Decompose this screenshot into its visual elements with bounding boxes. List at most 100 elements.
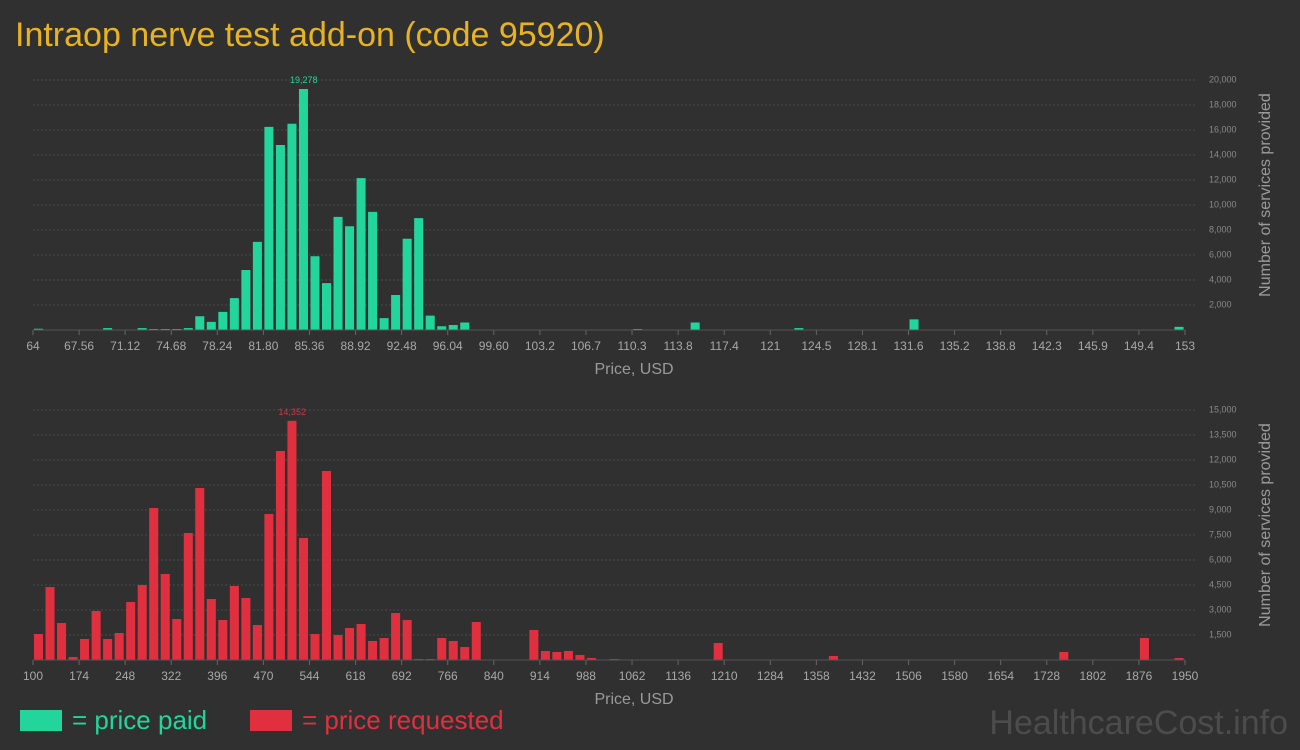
- x-tick-label: 840: [484, 669, 504, 683]
- x-tick-label: 1950: [1172, 669, 1199, 683]
- bar: [529, 630, 539, 660]
- bar: [586, 658, 596, 660]
- bar: [540, 651, 550, 660]
- x-tick-label: 128.1: [847, 339, 877, 353]
- bar: [137, 328, 147, 330]
- watermark: HealthcareCost.info: [989, 704, 1288, 742]
- x-tick-label: 78.24: [202, 339, 232, 353]
- x-tick-label: 71.12: [110, 339, 140, 353]
- y-tick-label: 8,000: [1209, 224, 1232, 234]
- x-tick-label: 149.4: [1124, 339, 1154, 353]
- bar: [252, 241, 262, 330]
- bar: [1139, 638, 1149, 660]
- bar: [103, 639, 113, 660]
- bar: [713, 643, 723, 660]
- bar: [57, 623, 67, 660]
- bar: [333, 216, 343, 330]
- bar: [264, 126, 274, 330]
- bar: [183, 533, 193, 660]
- y-tick-label: 7,500: [1209, 529, 1232, 539]
- x-tick-label: 1062: [619, 669, 646, 683]
- x-tick-label: 1284: [757, 669, 784, 683]
- bar: [322, 471, 332, 660]
- bar: [206, 599, 216, 660]
- x-tick-label: 110.3: [617, 339, 646, 353]
- bar: [379, 638, 389, 660]
- bar: [264, 514, 274, 660]
- x-tick-label: 1654: [987, 669, 1014, 683]
- x-tick-label: 74.68: [156, 339, 186, 353]
- x-tick-label: 145.9: [1078, 339, 1108, 353]
- bar: [126, 602, 136, 660]
- legend-label: = price requested: [302, 705, 504, 735]
- x-tick-label: 99.60: [479, 339, 509, 353]
- x-tick-label: 100: [23, 669, 43, 683]
- bar: [402, 620, 412, 660]
- x-tick-label: 1358: [803, 669, 830, 683]
- bar: [391, 295, 401, 330]
- bar: [103, 328, 113, 330]
- y-axis-title: Number of services provided: [1257, 93, 1274, 297]
- y-tick-label: 4,000: [1209, 274, 1232, 284]
- y-tick-label: 1,500: [1209, 629, 1232, 639]
- bar: [195, 316, 205, 330]
- bar: [794, 328, 804, 330]
- bar: [34, 634, 44, 660]
- bar: [391, 613, 401, 660]
- y-tick-label: 16,000: [1209, 124, 1237, 134]
- y-tick-label: 4,500: [1209, 579, 1232, 589]
- x-tick-label: 117.4: [710, 339, 739, 353]
- x-tick-label: 1506: [895, 669, 922, 683]
- x-tick-label: 692: [392, 669, 412, 683]
- x-tick-label: 81.80: [248, 339, 278, 353]
- x-tick-label: 96.04: [433, 339, 463, 353]
- x-tick-label: 85.36: [294, 339, 324, 353]
- bar: [287, 420, 297, 660]
- x-tick-label: 914: [530, 669, 550, 683]
- x-tick-label: 1136: [665, 669, 691, 683]
- bar: [310, 256, 320, 330]
- bar: [149, 508, 159, 660]
- bar: [402, 238, 412, 330]
- bar: [241, 598, 251, 660]
- bar: [460, 647, 470, 660]
- x-tick-label: 92.48: [387, 339, 417, 353]
- bar: [91, 611, 101, 660]
- bar: [206, 321, 216, 330]
- bar: [448, 325, 458, 330]
- y-tick-label: 14,000: [1209, 149, 1237, 159]
- bar: [322, 283, 332, 330]
- x-tick-label: 1432: [849, 669, 876, 683]
- x-tick-label: 1876: [1126, 669, 1153, 683]
- bar: [1174, 658, 1184, 660]
- bar: [160, 574, 170, 660]
- x-tick-label: 1802: [1079, 669, 1106, 683]
- bar: [345, 628, 355, 660]
- bar: [275, 451, 285, 660]
- bar: [298, 89, 308, 331]
- bar: [229, 586, 239, 660]
- bar: [229, 298, 239, 330]
- bar: [80, 639, 90, 660]
- x-tick-label: 1210: [711, 669, 738, 683]
- x-tick-label: 138.8: [986, 339, 1016, 353]
- bar: [345, 226, 355, 330]
- legend-label: = price paid: [72, 705, 207, 735]
- bar: [275, 145, 285, 330]
- bar: [45, 587, 55, 660]
- x-tick-label: 64: [26, 339, 40, 353]
- x-tick-label: 153: [1175, 339, 1195, 353]
- y-tick-label: 18,000: [1209, 99, 1237, 109]
- bar: [552, 652, 562, 660]
- x-tick-label: 618: [346, 669, 366, 683]
- x-tick-label: 131.6: [894, 339, 924, 353]
- x-tick-label: 1580: [941, 669, 968, 683]
- bar: [368, 641, 378, 660]
- y-tick-label: 12,000: [1209, 174, 1237, 184]
- bar: [448, 641, 458, 660]
- bar: [471, 622, 481, 660]
- bar: [114, 633, 124, 660]
- x-axis-title: Price, USD: [594, 361, 673, 378]
- bar: [252, 625, 262, 660]
- x-tick-label: 135.2: [940, 339, 970, 353]
